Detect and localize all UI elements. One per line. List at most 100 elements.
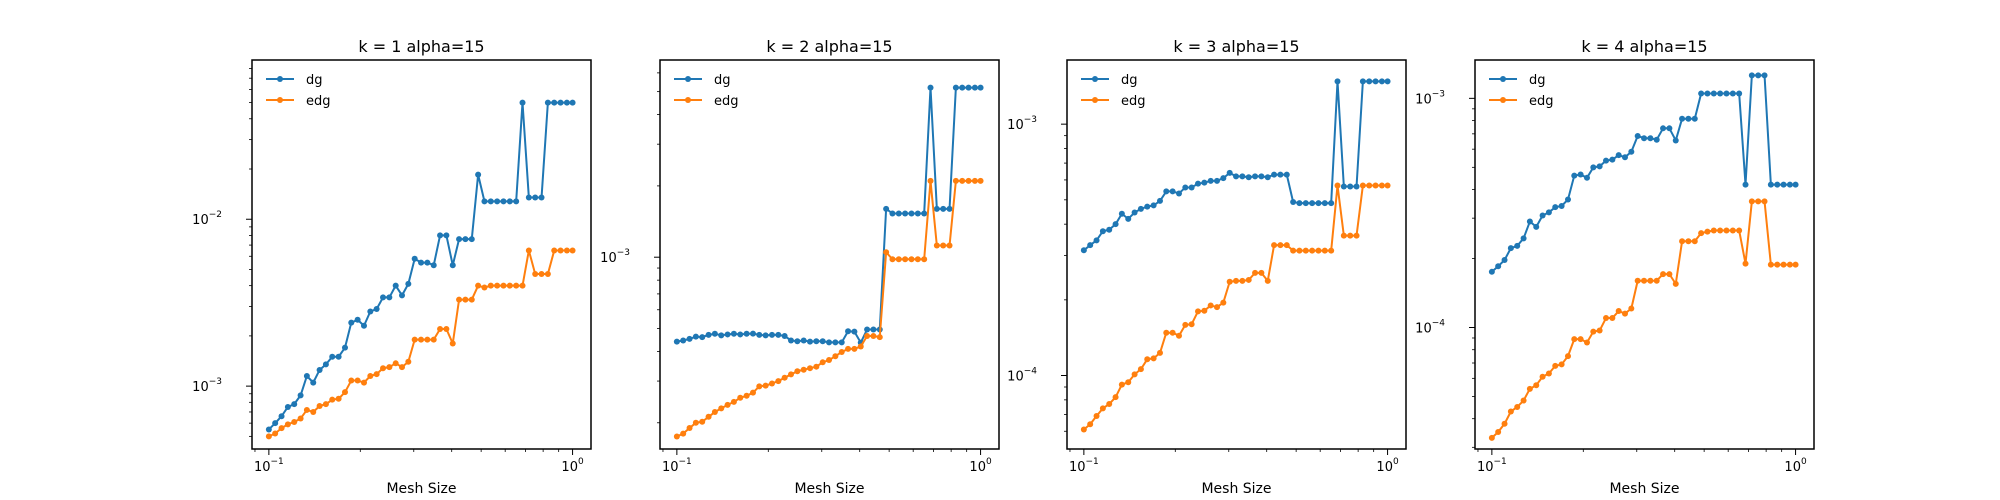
data-point-dg: [952, 84, 959, 91]
data-point-dg: [1296, 200, 1303, 207]
data-point-edg: [329, 396, 336, 403]
data-point-dg: [680, 337, 687, 344]
data-point-edg: [1660, 271, 1667, 278]
x-axis-label: Mesh Size: [794, 481, 864, 497]
data-point-edg: [1514, 403, 1521, 410]
x-tick-base: 10: [254, 460, 271, 475]
data-point-dg: [1283, 171, 1290, 178]
data-point-edg: [1552, 362, 1559, 369]
data-point-dg: [768, 331, 775, 338]
data-point-dg: [718, 332, 725, 339]
data-point-dg: [1596, 163, 1603, 170]
data-point-edg: [876, 334, 883, 341]
x-tick-label: 100: [1376, 457, 1399, 475]
data-point-edg: [1742, 260, 1749, 267]
legend-label: edg: [714, 94, 739, 109]
data-point-dg: [475, 171, 482, 178]
chart-title: k = 1 alpha=15: [358, 37, 484, 56]
data-point-edg: [1131, 371, 1138, 378]
data-point-dg: [1679, 115, 1686, 122]
data-point-edg: [883, 249, 890, 256]
data-point-dg: [1748, 72, 1755, 79]
data-point-edg: [1239, 277, 1246, 284]
data-point-dg: [392, 282, 399, 289]
data-point-dg: [316, 366, 323, 373]
data-point-dg: [1334, 78, 1341, 85]
data-point-edg: [1207, 302, 1214, 309]
x-tick-exponent: 0: [986, 457, 992, 467]
data-point-dg: [329, 353, 336, 360]
data-point-edg: [788, 371, 795, 378]
data-point-edg: [870, 332, 877, 339]
data-point-dg: [1539, 212, 1546, 219]
data-point-edg: [1792, 261, 1799, 268]
data-point-edg: [1691, 238, 1698, 245]
data-point-edg: [775, 378, 782, 385]
data-point-dg: [1264, 174, 1271, 181]
x-tick-label: 10−1: [662, 457, 692, 475]
y-tick-base: 10: [1007, 118, 1024, 133]
data-point-dg: [1767, 181, 1774, 188]
data-point-dg: [1552, 204, 1559, 211]
data-point-dg: [819, 338, 826, 345]
data-point-edg: [291, 418, 298, 425]
x-axis-label: Mesh Size: [1201, 481, 1271, 497]
data-point-dg: [1501, 257, 1508, 264]
data-point-dg: [1353, 183, 1360, 190]
data-point-edg: [895, 256, 902, 263]
data-point-edg: [756, 383, 763, 390]
data-point-dg: [367, 308, 374, 315]
data-point-edg: [1596, 327, 1603, 334]
data-point-edg: [946, 242, 953, 249]
data-point-edg: [838, 348, 845, 355]
data-point-edg: [1277, 242, 1284, 249]
x-tick-exponent: 0: [1801, 457, 1807, 467]
data-point-edg: [1564, 353, 1571, 360]
data-point-edg: [1080, 426, 1087, 433]
data-point-dg: [1533, 223, 1540, 230]
data-point-edg: [1359, 182, 1366, 189]
data-point-edg: [1622, 310, 1628, 317]
data-point-dg: [354, 316, 361, 323]
plot-frame: [251, 59, 592, 450]
data-point-edg: [1590, 328, 1597, 335]
data-point-edg: [563, 247, 570, 254]
data-point-edg: [1340, 232, 1347, 239]
data-point-dg: [1328, 200, 1335, 207]
data-point-dg: [730, 330, 737, 337]
data-point-edg: [1201, 307, 1208, 314]
data-point-dg: [1384, 78, 1391, 85]
data-point-dg: [1290, 199, 1297, 206]
data-point-dg: [800, 337, 807, 344]
data-point-edg: [857, 343, 864, 350]
data-point-dg: [1188, 184, 1195, 191]
data-point-edg: [1258, 269, 1265, 276]
data-point-edg: [1169, 329, 1176, 336]
data-point-dg: [341, 344, 348, 351]
x-tick-exponent: 0: [578, 457, 584, 467]
series-line-edg: [1083, 184, 1388, 431]
data-point-dg: [699, 334, 706, 341]
data-point-dg: [532, 194, 539, 201]
plot-frame: [1474, 59, 1815, 450]
data-point-edg: [1653, 277, 1660, 284]
data-point-dg: [971, 84, 978, 91]
data-point-dg: [1372, 78, 1379, 85]
data-point-dg: [399, 292, 405, 299]
data-point-edg: [1698, 230, 1705, 237]
data-point-edg: [418, 336, 425, 343]
data-point-edg: [1150, 355, 1157, 362]
legend-marker-dg: [277, 76, 283, 82]
data-point-dg: [569, 99, 576, 106]
data-point-edg: [1761, 198, 1768, 205]
data-point-dg: [386, 294, 393, 301]
data-point-edg: [557, 247, 564, 254]
data-point-dg: [1647, 135, 1654, 142]
data-point-dg: [1220, 175, 1227, 182]
data-point-edg: [538, 270, 545, 277]
data-point-dg: [335, 353, 342, 360]
data-point-dg: [832, 339, 839, 346]
data-point-dg: [1099, 228, 1106, 235]
data-point-edg: [749, 389, 756, 396]
data-point-dg: [1118, 210, 1125, 217]
